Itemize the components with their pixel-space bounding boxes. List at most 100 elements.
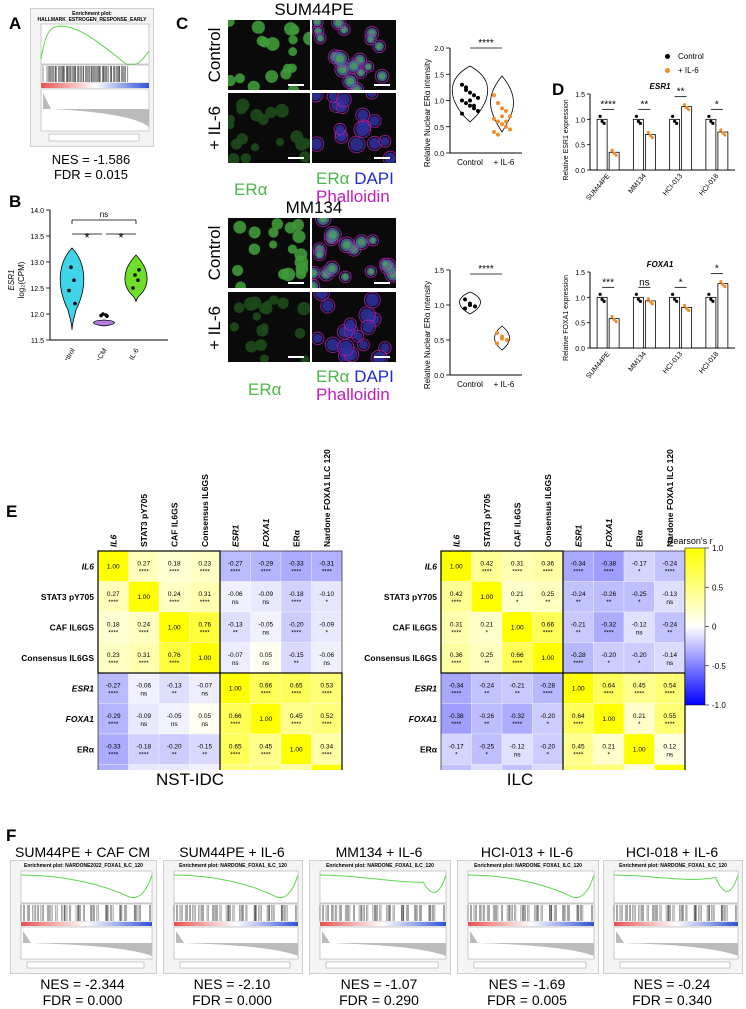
c1-point-il6 xyxy=(500,122,504,127)
b-point xyxy=(67,288,71,293)
heatmap-cell: -0.24**** xyxy=(654,550,686,582)
heatmap-value: 0.05 xyxy=(198,713,211,720)
colorbar-tick-3: -0.5 xyxy=(712,662,726,671)
d1-point-il6 xyxy=(721,131,725,135)
f-fdr-0: FDR = 0.000 xyxy=(42,992,123,1008)
heatmap-cell: 0.25** xyxy=(471,642,503,674)
heatmap-sig: **** xyxy=(139,568,150,575)
heatmap-sig: * xyxy=(638,568,641,575)
heatmap-value: -0.09 xyxy=(258,591,273,598)
heatmap-sig: * xyxy=(607,660,610,667)
f-gsea-plot-4: Enrichment plot: NARDONE_FOXA1_ILC_120 xyxy=(603,860,743,974)
d2-point-control xyxy=(598,292,602,296)
heatmap-cell: -0.29**** xyxy=(250,550,282,582)
heatmap-sig: **** xyxy=(451,660,462,667)
heatmap-cell: 0.64**** xyxy=(593,672,625,704)
heatmap-sig: ns xyxy=(201,721,209,728)
d2-point-control xyxy=(711,299,715,303)
heatmap-cell: -0.24** xyxy=(654,611,686,643)
heatmap-cell: -0.15** xyxy=(280,642,312,674)
heatmap-value: -0.32 xyxy=(601,621,616,628)
heatmap-sig: * xyxy=(455,751,458,758)
heatmap-value: -0.14 xyxy=(662,652,677,659)
b-sig-right: * xyxy=(118,230,123,245)
d2-point-il6 xyxy=(683,303,687,308)
heatmap-sig: ns xyxy=(262,660,270,667)
heatmap-cell: -0.20** xyxy=(158,733,190,765)
heatmap-value: 1.00 xyxy=(290,746,303,753)
c-stain-merge-2: ERα DAPI Phalloidin xyxy=(316,368,394,404)
c1-point-control xyxy=(468,90,472,95)
d2-bar-il6 xyxy=(681,307,693,349)
c1-point-il6 xyxy=(500,114,504,119)
heatmap-value: -0.15 xyxy=(289,652,304,659)
d2-point-control xyxy=(709,297,713,301)
heatmap-cell: -0.28**** xyxy=(562,642,594,674)
d2-point-il6 xyxy=(650,302,654,306)
heatmap-value: 0.65 xyxy=(290,682,303,689)
c-stain-phalloidin-1: Phalloidin xyxy=(316,187,390,206)
heatmap-value: -0.24 xyxy=(662,560,677,567)
d1-ytick-1: 1.0 xyxy=(575,117,585,124)
d1-point-il6 xyxy=(648,133,652,138)
heatmap-sig: ns xyxy=(232,660,240,667)
heatmap-sig: ** xyxy=(202,751,208,758)
c2-ytick-1: 1.0 xyxy=(434,303,444,310)
heatmap-cell: 0.55**** xyxy=(654,703,686,735)
heatmap-value: 0.23 xyxy=(198,560,211,567)
b-point xyxy=(101,312,105,316)
d1-point-control xyxy=(675,121,679,125)
heatmap-cell: -0.24** xyxy=(471,672,503,704)
heatmap-sig: **** xyxy=(291,599,302,606)
heatmap-cell: -0.20* xyxy=(532,733,564,765)
heatmap-value: 1.00 xyxy=(633,746,646,753)
heatmap-sig: ns xyxy=(201,690,209,697)
d2-bar-control xyxy=(632,296,644,349)
colorbar xyxy=(684,547,706,706)
d1-xtick-2: HCI-013 xyxy=(662,173,684,198)
d1-point-control xyxy=(671,114,675,118)
heatmap-value: 0.42 xyxy=(480,560,493,567)
f-stats-3: NES = -1.69 FDR = 0.005 xyxy=(457,976,597,1008)
d1-xtick-1: MM134 xyxy=(628,173,648,195)
heatmap-value: -0.05 xyxy=(258,621,273,628)
c-cell-line-2: MM134 xyxy=(285,198,343,217)
heatmap-cell: 0.27**** xyxy=(97,581,129,613)
d2-point-control xyxy=(602,299,606,303)
c1-point-il6 xyxy=(492,93,496,98)
heatmap-cell: -0.28**** xyxy=(532,672,564,704)
panel-label-a: A xyxy=(9,14,22,33)
heatmap-sig: ** xyxy=(172,751,178,758)
heatmap-col-label: IL6 xyxy=(108,534,118,547)
heatmap-value: -0.15 xyxy=(197,743,212,750)
heatmap-value: -0.38 xyxy=(449,713,464,720)
c-violin-chart-2: Relative Nuclear ERα intensity 1.5 1.0 0.5… xyxy=(423,264,522,389)
b-group-0: Control xyxy=(59,347,77,360)
heatmap-row-label: CAF IL6GS xyxy=(393,622,438,632)
heatmap-sig: * xyxy=(485,629,488,636)
heatmap-value: 0.66 xyxy=(511,652,524,659)
d1-sig-3: * xyxy=(715,99,719,110)
heatmap-cell: 0.25** xyxy=(532,581,564,613)
c1-point-control xyxy=(464,101,468,106)
heatmap-value: 0.52 xyxy=(320,713,333,720)
d1-point-il6 xyxy=(612,151,616,155)
heatmap-sig: ** xyxy=(484,690,490,697)
heatmap-value: -0.29 xyxy=(106,713,121,720)
b-point xyxy=(136,278,140,282)
heatmap-sig: **** xyxy=(543,568,554,575)
heatmap-row-label: IL6 xyxy=(82,561,95,571)
heatmap-cell: 0.66**** xyxy=(501,642,533,674)
heatmap-value: 0.24 xyxy=(137,621,150,628)
heatmap-sig: **** xyxy=(169,568,180,575)
c-cond-il6-2: + IL-6 xyxy=(205,306,224,350)
b-point xyxy=(72,278,76,282)
d2-point-il6 xyxy=(685,306,689,311)
heatmap-value: -0.09 xyxy=(136,713,151,720)
d1-sig-0: **** xyxy=(600,99,616,110)
d1-point-control xyxy=(634,114,638,118)
d-legend-il6: + IL-6 xyxy=(678,66,699,75)
heatmap-value: 0.05 xyxy=(259,652,272,659)
d1-bar-il6 xyxy=(644,134,656,171)
